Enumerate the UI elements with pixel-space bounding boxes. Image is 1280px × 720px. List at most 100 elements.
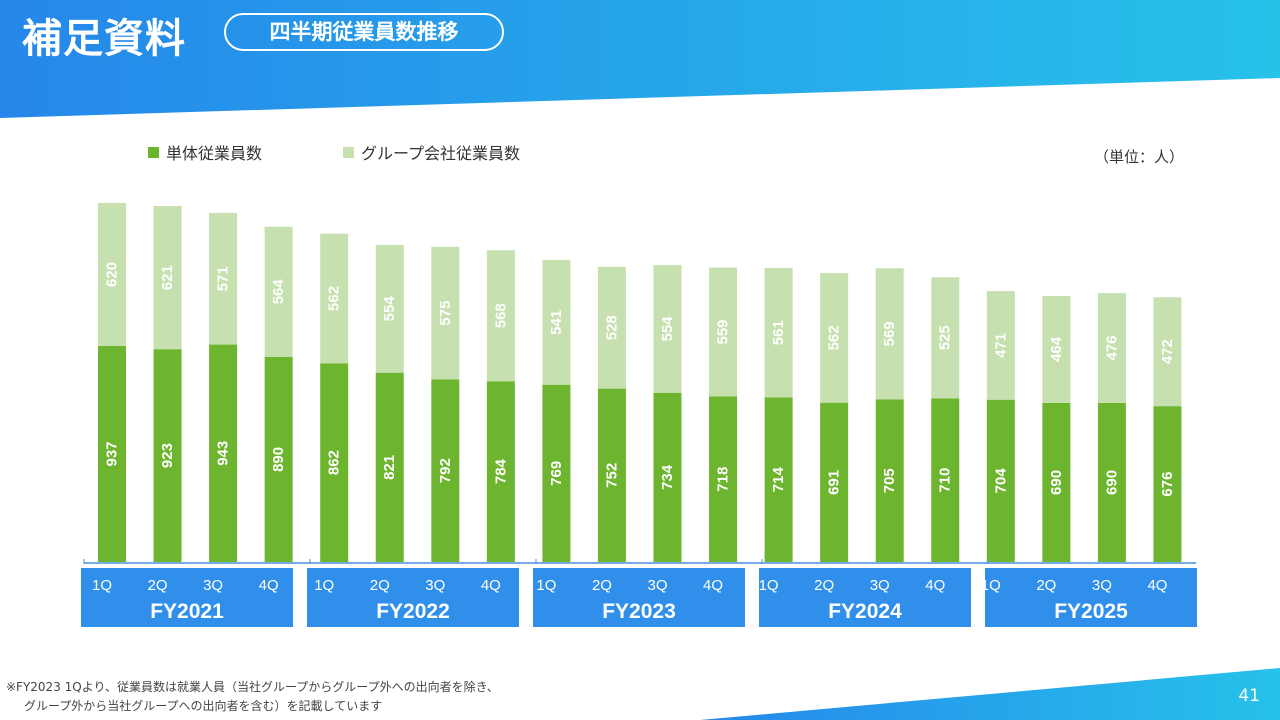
bar-group [709, 267, 738, 397]
bar-standalone [542, 384, 571, 562]
data-label-group: 559 [715, 319, 732, 344]
bar-standalone [986, 399, 1015, 562]
fiscal-year-box [307, 568, 519, 627]
data-label-standalone: 862 [326, 450, 343, 475]
data-label-standalone: 705 [881, 468, 898, 493]
bar-standalone [764, 397, 793, 562]
data-label-group: 621 [159, 265, 176, 290]
bar-group [931, 277, 960, 399]
header-band [0, 0, 1280, 118]
bar-group [486, 250, 515, 382]
page-title: 補足資料 [22, 16, 186, 62]
footnote-line: グループ外から当社グループへの出向者を含む）を記載しています [24, 699, 383, 713]
bar-standalone [931, 398, 960, 562]
quarter-tick-label: 1Q [92, 577, 112, 594]
bar-group [209, 212, 238, 345]
bar-group [1153, 297, 1182, 407]
data-label-group: 561 [770, 320, 787, 345]
bar-group [431, 246, 460, 380]
bar-group [986, 291, 1015, 400]
bar-standalone [375, 372, 404, 562]
quarter-tick-label: 2Q [592, 577, 612, 594]
bar-standalone [1097, 402, 1126, 562]
data-label-standalone: 690 [1048, 470, 1065, 495]
data-label-standalone: 690 [1103, 470, 1120, 495]
quarter-tick-label: 3Q [425, 577, 445, 594]
bar-standalone [820, 402, 849, 562]
bar-group [875, 268, 904, 400]
bar-standalone [597, 388, 626, 562]
quarter-tick-label: 2Q [370, 577, 390, 594]
data-label-group: 464 [1048, 336, 1065, 362]
data-label-standalone: 937 [104, 441, 121, 466]
data-label-standalone: 714 [770, 467, 787, 493]
data-label-group: 525 [937, 325, 954, 350]
data-label-group: 562 [326, 286, 343, 311]
bar-standalone [209, 344, 238, 562]
fiscal-year-box [759, 568, 971, 627]
bar-group [764, 268, 793, 398]
quarter-tick-label: 3Q [1092, 577, 1112, 594]
bar-standalone [320, 363, 349, 562]
data-label-group: 620 [104, 262, 121, 287]
fiscal-year-label: FY2025 [1054, 600, 1128, 623]
fiscal-year-label: FY2022 [376, 600, 450, 623]
quarter-tick-label: 1Q [536, 577, 556, 594]
bar-standalone [431, 379, 460, 562]
data-label-group: 554 [659, 316, 676, 342]
quarter-tick-label: 1Q [981, 577, 1001, 594]
quarter-tick-label: 1Q [314, 577, 334, 594]
legend-label: グループ会社従業員数 [361, 144, 521, 163]
data-label-standalone: 691 [826, 470, 843, 495]
bar-standalone [875, 399, 904, 562]
quarter-tick-label: 2Q [814, 577, 834, 594]
bar-standalone [653, 392, 682, 562]
fiscal-year-box [985, 568, 1197, 627]
data-label-standalone: 734 [659, 464, 676, 490]
data-label-standalone: 923 [159, 443, 176, 468]
data-label-standalone: 792 [437, 458, 454, 483]
quarter-tick-label: 2Q [1036, 577, 1056, 594]
data-label-standalone: 704 [992, 468, 1009, 494]
data-label-standalone: 890 [270, 447, 287, 472]
quarter-tick-label: 4Q [925, 577, 945, 594]
bar-group [597, 266, 626, 389]
quarter-tick-label: 2Q [148, 577, 168, 594]
page-subtitle: 四半期従業員数推移 [224, 13, 504, 51]
data-label-standalone: 784 [492, 458, 509, 484]
bar-group [1042, 295, 1071, 403]
bar-standalone [1153, 406, 1182, 562]
data-label-group: 476 [1103, 336, 1120, 361]
data-label-group: 564 [270, 279, 287, 305]
data-label-standalone: 943 [215, 441, 232, 466]
legend-label: 単体従業員数 [166, 144, 263, 163]
quarter-tick-label: 3Q [203, 577, 223, 594]
bar-group [375, 244, 404, 373]
data-label-standalone: 769 [548, 461, 565, 486]
bar-group [264, 226, 293, 357]
bar-group [153, 205, 182, 350]
fiscal-year-label: FY2021 [150, 600, 224, 623]
bar-standalone [153, 349, 182, 562]
footer-band [700, 668, 1280, 720]
bar-group [98, 203, 126, 346]
legend-swatch [343, 146, 354, 158]
legend-item-group: グループ会社従業員数 [343, 140, 520, 164]
quarter-tick-label: 4Q [703, 577, 723, 594]
unit-label: （単位：人） [1093, 148, 1184, 166]
legend-item-standalone: 単体従業員数 [148, 140, 262, 164]
quarter-tick-label: 3Q [870, 577, 890, 594]
quarter-tick-label: 4Q [1147, 577, 1167, 594]
data-label-standalone: 821 [381, 455, 398, 480]
quarter-tick-label: 1Q [759, 577, 779, 594]
data-label-group: 541 [548, 310, 565, 335]
fiscal-year-box [533, 568, 745, 627]
bar-group [542, 259, 571, 385]
data-label-group: 569 [881, 321, 898, 346]
bar-standalone [98, 345, 126, 562]
data-label-standalone: 710 [937, 468, 954, 493]
fiscal-year-label: FY2024 [828, 600, 902, 623]
quarter-tick-label: 3Q [647, 577, 667, 594]
